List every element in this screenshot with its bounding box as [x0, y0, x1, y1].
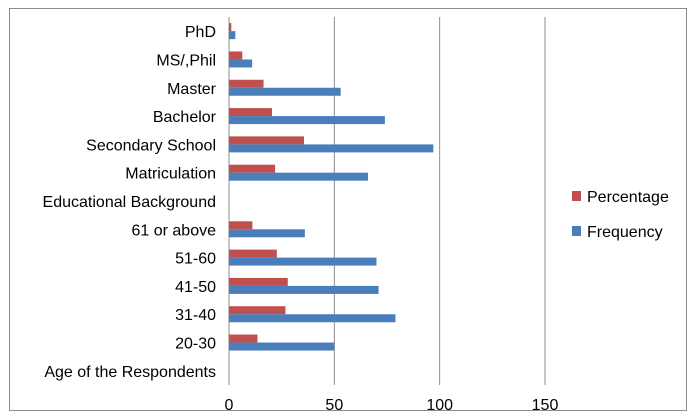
- bar-percentage: [229, 51, 243, 60]
- category-label: Master: [167, 81, 217, 98]
- category-label: PhD: [185, 24, 216, 41]
- bar-percentage: [229, 277, 288, 286]
- bar-percentage: [229, 108, 272, 117]
- legend-swatch: [572, 191, 581, 201]
- bar-frequency: [229, 342, 335, 351]
- category-label: Educational Background: [43, 194, 216, 211]
- bar-frequency: [229, 314, 396, 323]
- chart-frame: [9, 8, 687, 411]
- bar-percentage: [229, 23, 232, 32]
- category-label: MS/,Phil: [156, 52, 216, 69]
- category-label: Matriculation: [125, 166, 216, 183]
- category-label: 61 or above: [131, 222, 216, 239]
- bar-percentage: [229, 164, 276, 173]
- x-tick-label: 150: [532, 397, 559, 414]
- category-label: 31-40: [175, 307, 216, 324]
- bar-frequency: [229, 144, 434, 153]
- x-axis-tick-labels: 0 50 100 150: [225, 397, 559, 414]
- legend-label: Percentage: [587, 189, 669, 206]
- bar-percentage: [229, 306, 286, 315]
- legend-swatch: [572, 226, 581, 236]
- category-label: 41-50: [175, 279, 216, 296]
- category-label: 51-60: [175, 251, 216, 268]
- bar-frequency: [229, 87, 341, 96]
- category-label: Secondary School: [86, 137, 216, 154]
- gridlines: [228, 17, 546, 385]
- bar-frequency: [229, 285, 379, 294]
- bar-frequency: [229, 257, 377, 266]
- legend: Percentage Frequency: [572, 189, 669, 241]
- x-tick-label: 100: [426, 397, 453, 414]
- bar-frequency: [229, 59, 253, 68]
- bar-frequency: [229, 116, 385, 125]
- bar-frequency: [229, 229, 305, 238]
- bar-percentage: [229, 334, 258, 343]
- legend-label: Frequency: [587, 224, 663, 241]
- bars: [229, 23, 434, 351]
- bar-frequency: [229, 31, 236, 40]
- x-tick-label: 0: [225, 397, 234, 414]
- bar-percentage: [229, 221, 253, 230]
- category-label: Bachelor: [153, 109, 217, 126]
- category-label: Age of the Respondents: [44, 364, 216, 381]
- bar-percentage: [229, 79, 264, 88]
- y-axis-labels: Age of the Respondents 20-30 31-40 41-50 51-…: [43, 24, 217, 381]
- x-tick-label: 50: [325, 397, 343, 414]
- bar-frequency: [229, 172, 369, 181]
- category-label: 20-30: [175, 336, 216, 353]
- bar-percentage: [229, 249, 277, 258]
- bar-percentage: [229, 136, 304, 145]
